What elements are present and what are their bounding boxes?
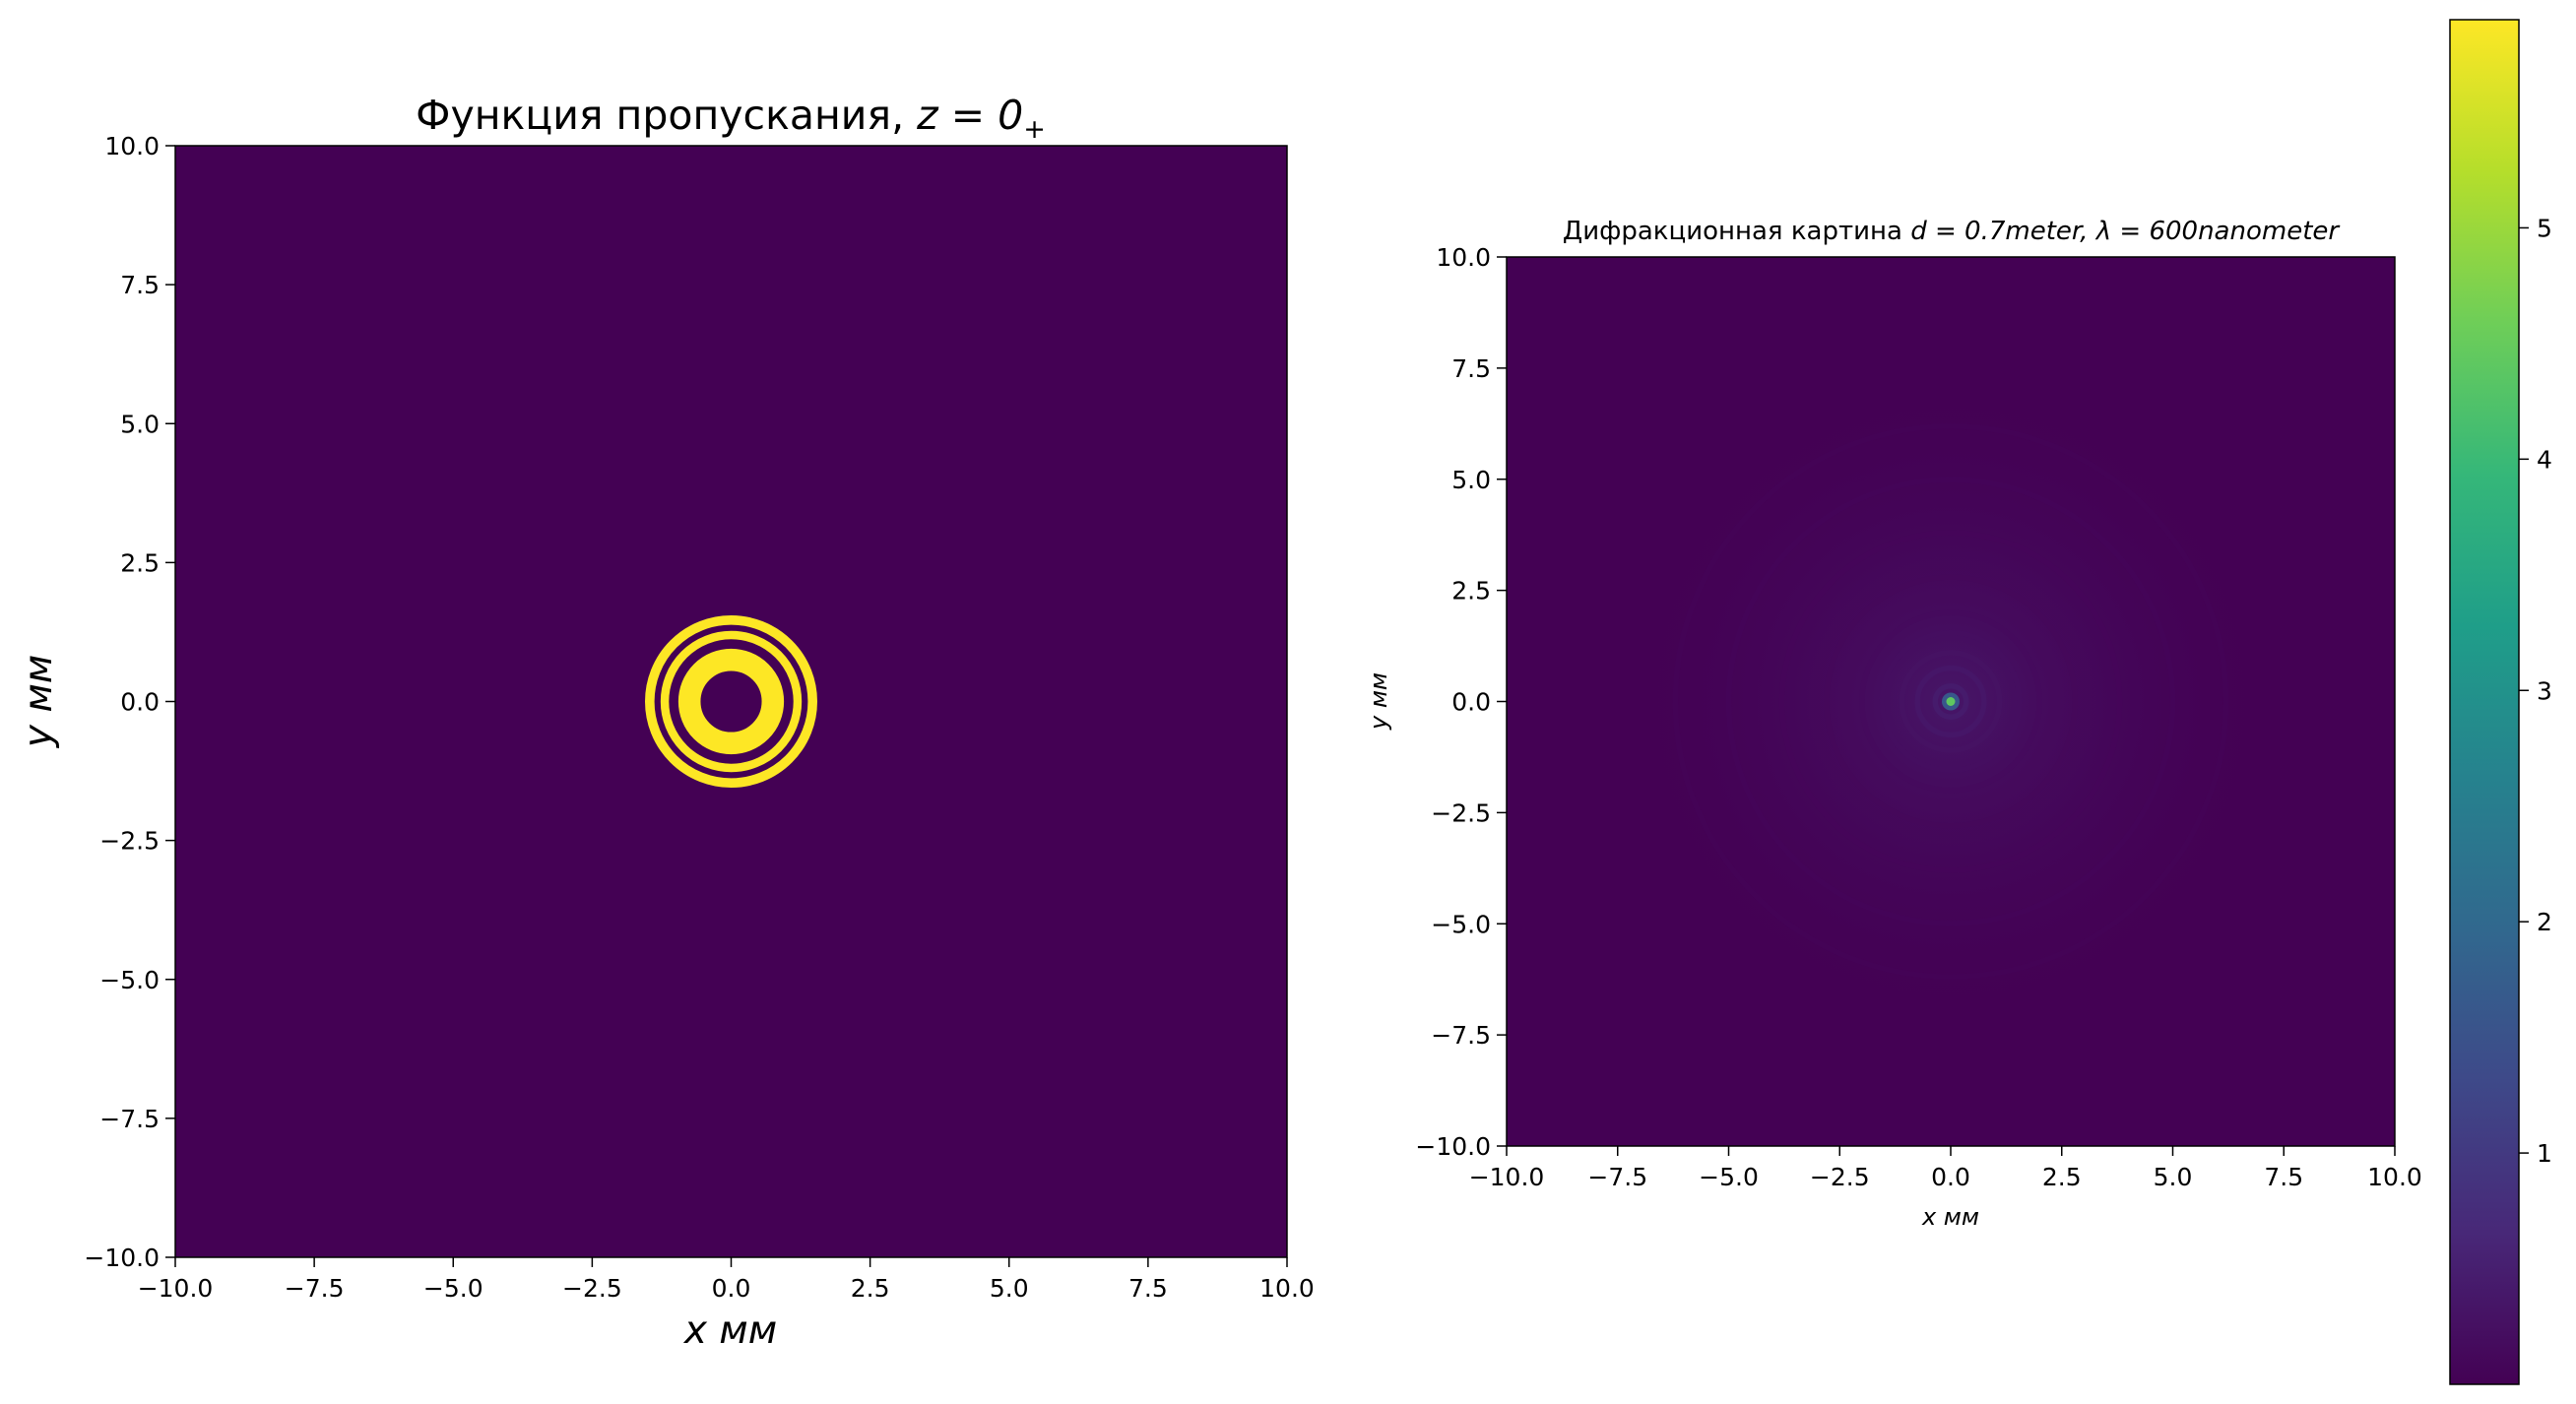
diffraction-ring: [1879, 629, 2023, 774]
right-y-axis-label: y мм: [1365, 672, 1392, 731]
right-x-tick-label: 0.0: [1931, 1163, 1970, 1191]
right-x-tick-label: −7.5: [1587, 1163, 1647, 1191]
right-x-tick-label: 5.0: [2154, 1163, 2193, 1191]
diffraction-ring: [1725, 477, 2176, 926]
left-y-axis: 10.0 7.5 5.0 2.5 0.0 −2.5 −5.0 −7.5 −10.0: [84, 132, 175, 1272]
left-x-tick-label: −7.5: [285, 1274, 345, 1303]
left-y-tick-label: −10.0: [84, 1244, 160, 1272]
left-plot-area: [175, 146, 1287, 1257]
colorbar-tick-label: 4: [2537, 445, 2552, 474]
left-rings: [645, 615, 817, 788]
diffraction-ring: [1899, 650, 2003, 753]
right-y-tick-label: 2.5: [1451, 577, 1491, 606]
left-x-tick-label: 2.5: [851, 1274, 890, 1303]
left-y-axis-label: y мм: [17, 655, 61, 748]
left-y-tick-label: −7.5: [99, 1105, 160, 1133]
right-chart-title: Дифракционная картина d = 0.7meter, λ = …: [1563, 217, 2341, 246]
transmission-ring: [645, 615, 817, 788]
right-chart: Дифракционная картина d = 0.7meter, λ = …: [1365, 217, 2422, 1231]
left-x-tick-label: −5.0: [423, 1274, 483, 1303]
left-x-tick-label: 10.0: [1259, 1274, 1315, 1303]
colorbar-ticks: 1 2 3 4 5: [2519, 214, 2552, 1168]
colorbar-frame: [2449, 19, 2520, 1385]
left-x-tick-label: 7.5: [1128, 1274, 1168, 1303]
transmission-ring: [677, 648, 785, 755]
right-x-tick-label: −2.5: [1810, 1163, 1870, 1191]
left-x-axis-label: x мм: [682, 1308, 777, 1353]
diffraction-ring: [1672, 423, 2229, 980]
left-y-tick-label: 7.5: [120, 271, 160, 299]
colorbar-tick-label: 2: [2537, 908, 2552, 936]
left-x-axis: −10.0 −7.5 −5.0 −2.5 0.0 2.5 5.0 7.5 10.0: [138, 1257, 1315, 1303]
diffraction-ring: [1824, 574, 2078, 829]
right-diffraction-pattern: [1640, 390, 2262, 1013]
right-y-tick-label: −2.5: [1431, 798, 1491, 827]
diffraction-ring: [1859, 609, 2042, 794]
left-x-tick-label: 0.0: [712, 1274, 751, 1303]
central-peak: [1946, 697, 1956, 706]
right-x-axis-label: x мм: [1921, 1203, 1979, 1231]
right-y-tick-label: −7.5: [1431, 1021, 1491, 1050]
right-x-tick-label: 7.5: [2264, 1163, 2303, 1191]
right-x-tick-label: −10.0: [1469, 1163, 1545, 1191]
right-y-tick-label: 10.0: [1436, 243, 1491, 272]
left-x-tick-label: 5.0: [990, 1274, 1029, 1303]
diffraction-ring: [1932, 683, 1969, 720]
right-y-tick-label: 0.0: [1451, 688, 1491, 717]
left-y-tick-label: −2.5: [99, 827, 160, 856]
left-y-tick-label: −5.0: [99, 966, 160, 994]
colorbar-gradient: [2450, 20, 2519, 1384]
diffraction-ring: [1778, 530, 2123, 873]
left-chart-title: Функция пропускания, z = 0+: [416, 92, 1046, 145]
left-x-tick-label: −2.5: [562, 1274, 622, 1303]
left-y-tick-label: 2.5: [120, 548, 160, 577]
right-x-tick-label: 10.0: [2367, 1163, 2422, 1191]
right-y-tick-label: 7.5: [1451, 354, 1491, 383]
diffraction-ring: [1914, 665, 1987, 738]
left-chart: Функция пропускания, z = 0+ −10.0 −7.5 −5.…: [17, 92, 1315, 1353]
left-y-tick-label: 5.0: [120, 410, 160, 438]
left-y-tick-label: 0.0: [120, 688, 160, 717]
right-y-tick-label: −10.0: [1415, 1132, 1491, 1161]
colorbar-tick-label: 1: [2537, 1139, 2552, 1168]
left-y-tick-label: 10.0: [104, 132, 160, 160]
left-x-tick-label: −10.0: [138, 1274, 214, 1303]
colorbar: 1 2 3 4 5: [2449, 19, 2552, 1385]
right-x-tick-label: −5.0: [1699, 1163, 1759, 1191]
right-x-axis: −10.0 −7.5 −5.0 −2.5 0.0 2.5 5.0 7.5 10.0: [1469, 1146, 2422, 1191]
transmission-ring: [660, 630, 803, 773]
right-y-tick-label: 5.0: [1451, 466, 1491, 494]
right-y-tick-label: −5.0: [1431, 910, 1491, 938]
right-x-tick-label: 2.5: [2042, 1163, 2082, 1191]
colorbar-tick-label: 3: [2537, 676, 2552, 705]
colorbar-tick-label: 5: [2537, 214, 2552, 242]
right-y-axis: 10.0 7.5 5.0 2.5 0.0 −2.5 −5.0 −7.5 −10.0: [1415, 243, 1507, 1161]
